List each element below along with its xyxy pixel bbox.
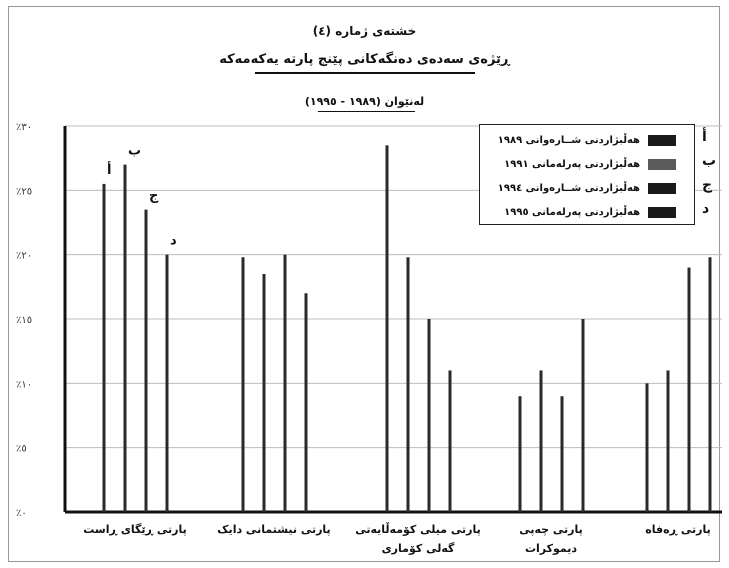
bar xyxy=(448,370,452,512)
bar-letter-label: ب xyxy=(128,144,141,159)
x-tick-label: پارتی میلی کۆمەڵایەتی xyxy=(355,522,481,536)
bar xyxy=(144,209,148,512)
bar xyxy=(581,319,585,512)
legend-key-b: ب xyxy=(702,153,717,169)
bar xyxy=(687,267,691,512)
bar xyxy=(262,273,266,512)
bar-letter-label: أ xyxy=(107,161,111,178)
y-tick-label: ٪٢٠ xyxy=(16,251,32,262)
y-tick-label: ٪٢٥ xyxy=(16,186,32,197)
legend-key-d: د xyxy=(702,201,710,217)
legend-item-1995: هەڵبژاردنی پەرلەمانی ١٩٩٥ xyxy=(504,203,684,221)
bar xyxy=(560,396,564,512)
y-tick-label: ٪٠ xyxy=(16,508,27,519)
legend-item-1994: هەڵبژاردنی شــارەوانی ١٩٩٤ xyxy=(498,179,684,197)
bar xyxy=(102,183,106,512)
legend-key-a: أ xyxy=(702,129,707,145)
bar xyxy=(304,293,308,512)
bar xyxy=(406,257,410,512)
legend-swatch xyxy=(648,206,676,218)
x-tick-label: دیموکرات xyxy=(525,542,577,555)
x-tick-label: پارتی چەپی xyxy=(519,523,583,536)
bar xyxy=(241,257,245,512)
x-tick-label: پارتی ڕەفاه xyxy=(645,523,711,536)
bar xyxy=(645,383,649,512)
bar xyxy=(283,254,287,512)
legend-label: هەڵبژاردنی شــارەوانی ١٩٩٤ xyxy=(497,182,640,194)
legend-swatch xyxy=(648,182,676,194)
bar xyxy=(165,254,169,512)
legend-key-c: ج xyxy=(702,177,713,193)
x-tick-label: پارتی نیشتمانی دایک xyxy=(217,523,330,536)
legend-label: هەڵبژاردنی پەرلەمانی ١٩٩٥ xyxy=(504,206,640,218)
bar xyxy=(666,370,670,512)
y-tick-label: ٪١٠ xyxy=(16,379,32,390)
y-tick-label: ٪١٥ xyxy=(16,315,32,326)
y-tick-label: ٪٥ xyxy=(16,444,27,455)
y-tick-label: ٪٣٠ xyxy=(16,122,32,133)
legend-label: هەڵبژاردنی پەرلەمانی ١٩٩١ xyxy=(504,158,640,170)
x-tick-label: گەلی کۆماری xyxy=(382,542,455,555)
legend-swatch xyxy=(648,134,676,146)
bar-letter-label: ج xyxy=(149,189,159,204)
chart-title: خشتەی ژمارە (٤) xyxy=(312,24,417,38)
legend-item-1991: هەڵبژاردنی پەرلەمانی ١٩٩١ xyxy=(504,155,684,173)
x-tick-label: پارتی ڕێگای ڕاست xyxy=(83,523,186,536)
bar xyxy=(385,145,389,513)
subtitle-underline xyxy=(255,72,475,74)
chart-frame xyxy=(8,6,720,562)
bar xyxy=(427,319,431,512)
chart-subtitle: ڕێژەی سەدەی دەنگەکانی پێنج پارتە یەکەمەک… xyxy=(219,52,510,67)
bar xyxy=(518,396,522,512)
bar xyxy=(123,164,127,512)
bar xyxy=(539,370,543,512)
period-underline xyxy=(318,111,415,112)
bar-letter-label: د xyxy=(170,234,177,249)
bar xyxy=(708,257,712,512)
legend-label: هەڵبژاردنی شــارەوانی ١٩٨٩ xyxy=(497,134,640,146)
legend-item-1989: هەڵبژاردنی شــارەوانی ١٩٨٩ xyxy=(498,131,684,149)
legend-swatch xyxy=(648,158,676,170)
chart-period: لەنێوان (١٩٨٩ - ١٩٩٥) xyxy=(304,95,425,108)
legend: هەڵبژاردنی شــارەوانی ١٩٨٩ هەڵبژاردنی پە… xyxy=(479,124,695,225)
